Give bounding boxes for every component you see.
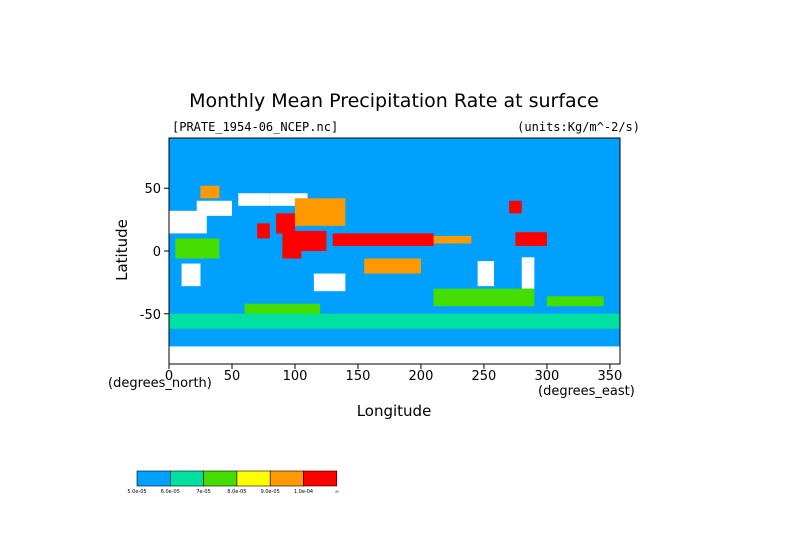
y-axis-ticks: 50 0 -50 xyxy=(140,182,169,323)
units-label: (units:Kg/m^-2/s) xyxy=(517,120,640,134)
x-tick-label: 0 xyxy=(165,369,173,384)
y-tick-label: 50 xyxy=(144,182,161,197)
x-axis-label: Longitude xyxy=(357,402,432,420)
legend-label: 7e-05 xyxy=(196,489,210,495)
y-tick-label: -50 xyxy=(140,308,161,323)
x-tick-label: 250 xyxy=(472,369,497,384)
plot-area xyxy=(168,137,621,365)
x-unit-label: (degrees_east) xyxy=(538,384,635,399)
source-file-label: [PRATE_1954-06_NCEP.nc] xyxy=(172,120,338,134)
precip-region xyxy=(169,210,207,234)
x-tick-label: 200 xyxy=(409,369,434,384)
precip-region xyxy=(181,263,201,287)
precipitation-regions xyxy=(169,185,620,364)
precip-region xyxy=(546,296,604,307)
precip-region xyxy=(257,223,270,239)
legend-end-label: ∞ xyxy=(335,489,339,495)
precip-region xyxy=(200,185,220,199)
legend-label: 5.0e-05 xyxy=(127,489,146,495)
precip-region xyxy=(313,273,346,292)
precip-region xyxy=(521,257,535,289)
precip-region xyxy=(433,288,535,307)
x-tick-label: 350 xyxy=(598,369,623,384)
precip-region xyxy=(294,198,346,226)
legend-swatch xyxy=(170,470,204,487)
x-tick-label: 50 xyxy=(224,369,241,384)
precip-region xyxy=(238,193,270,206)
legend-swatch xyxy=(269,470,304,487)
precip-region xyxy=(364,258,421,274)
y-axis-label: Latitude xyxy=(113,219,131,281)
legend-label: 6.0e-05 xyxy=(161,489,180,495)
legend-swatch xyxy=(303,470,338,487)
precip-region xyxy=(282,230,327,251)
precip-region xyxy=(515,232,547,246)
y-tick-label: 0 xyxy=(153,245,161,260)
legend-label: 8.0e-05 xyxy=(227,489,246,495)
x-axis-ticks: 0 50 100 150 200 250 300 350 xyxy=(165,364,622,384)
legend-swatch xyxy=(236,470,271,487)
x-tick-label: 150 xyxy=(346,369,371,384)
color-legend: 5.0e-05 6.0e-05 7e-05 8.0e-05 9.0e-05 1.0e-04… xyxy=(127,470,339,495)
precip-region xyxy=(509,200,522,214)
precip-region xyxy=(282,248,302,259)
legend-label: 1.0e-04 xyxy=(294,489,313,495)
precip-region xyxy=(433,235,472,244)
precip-region xyxy=(477,261,495,287)
precip-region xyxy=(175,238,220,259)
x-tick-label: 100 xyxy=(283,369,308,384)
precip-region xyxy=(169,313,620,329)
legend-swatch xyxy=(203,470,238,487)
x-tick-label: 300 xyxy=(535,369,560,384)
y-unit-label: (degrees_north) xyxy=(108,376,212,391)
precip-region xyxy=(276,213,295,234)
precip-region xyxy=(332,233,434,246)
legend-label: 9.0e-05 xyxy=(261,489,280,495)
precip-region xyxy=(169,346,620,364)
legend-swatch xyxy=(136,470,171,487)
plot-background xyxy=(169,138,620,364)
chart-title: Monthly Mean Precipitation Rate at surfa… xyxy=(189,90,599,112)
